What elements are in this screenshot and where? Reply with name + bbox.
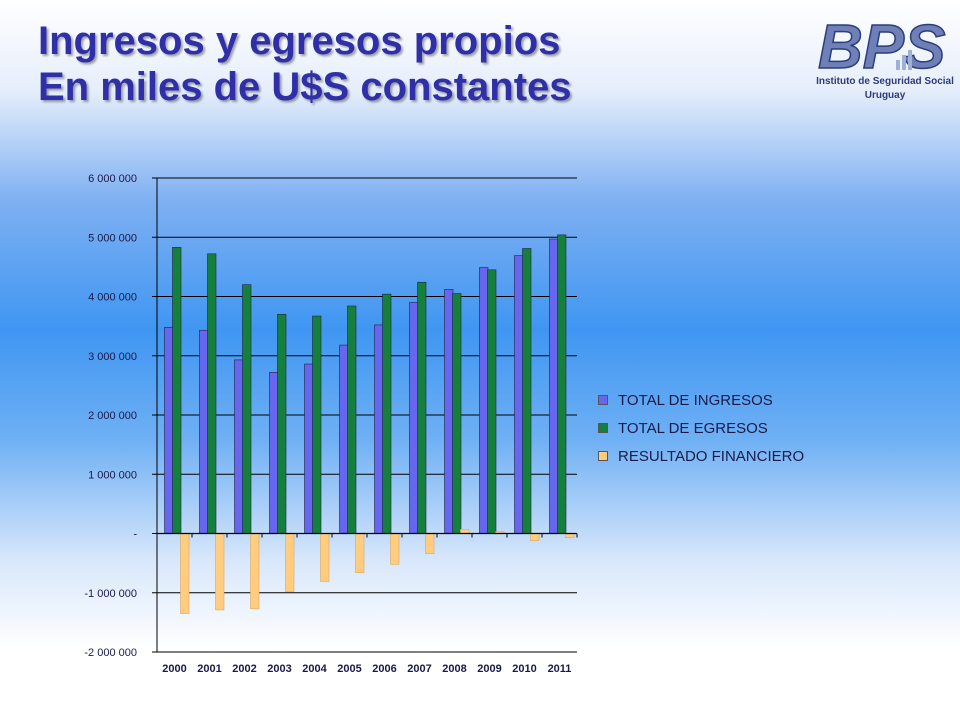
bar-total-de-ingresos xyxy=(339,344,349,534)
bar-total-de-ingresos xyxy=(164,327,174,534)
bar-total-de-egresos xyxy=(242,284,252,534)
legend-item: RESULTADO FINANCIERO xyxy=(598,442,804,470)
bar-total-de-egresos xyxy=(312,315,322,534)
x-tick-label: 2002 xyxy=(232,663,256,675)
bar-resultado-financiero xyxy=(355,533,365,573)
y-tick-label: 1 000 000 xyxy=(88,469,137,481)
legend-label: TOTAL DE INGRESOS xyxy=(618,391,773,409)
legend-item: TOTAL DE EGRESOS xyxy=(598,414,804,442)
x-tick-label: 2007 xyxy=(407,663,431,675)
bar-total-de-ingresos xyxy=(269,372,279,534)
bar-total-de-ingresos xyxy=(409,302,419,534)
y-tick-label: -2 000 000 xyxy=(84,647,137,659)
bar-resultado-financiero xyxy=(425,533,435,554)
bps-logo-bar xyxy=(896,60,900,70)
bps-logo-subtitle-2: Uruguay xyxy=(864,90,906,101)
bar-resultado-financiero xyxy=(285,533,295,592)
bar-resultado-financiero xyxy=(530,533,540,541)
x-tick-label: 2005 xyxy=(337,663,361,675)
x-tick-label: 2000 xyxy=(162,663,186,675)
bar-total-de-egresos xyxy=(417,281,427,534)
bar-total-de-egresos xyxy=(277,313,287,534)
bar-resultado-financiero xyxy=(250,533,260,610)
legend-swatch xyxy=(598,451,608,461)
x-tick-label: 2008 xyxy=(442,663,466,675)
legend-swatch xyxy=(598,395,608,405)
bps-logo-wordmark: BPS xyxy=(818,13,945,80)
bar-total-de-egresos xyxy=(172,247,182,534)
bar-total-de-ingresos xyxy=(514,255,524,534)
bar-resultado-financiero xyxy=(460,529,470,534)
y-tick-label: -1 000 000 xyxy=(84,588,137,600)
slide-title: Ingresos y egresos propios En miles de U… xyxy=(38,18,572,110)
bar-total-de-egresos xyxy=(452,293,462,534)
bar-total-de-ingresos xyxy=(234,359,244,534)
bar-resultado-financiero xyxy=(180,533,190,614)
bps-logo-bar xyxy=(902,55,906,70)
legend-label: TOTAL DE EGRESOS xyxy=(618,419,768,437)
bar-total-de-ingresos xyxy=(199,329,209,534)
bar-total-de-egresos xyxy=(522,248,532,534)
bar-total-de-egresos xyxy=(382,293,392,534)
y-tick-label: 4 000 000 xyxy=(88,292,137,304)
bar-total-de-egresos xyxy=(207,253,217,534)
bar-total-de-ingresos xyxy=(374,324,384,534)
y-tick-label: 6 000 000 xyxy=(88,173,137,185)
bar-resultado-financiero xyxy=(320,533,330,582)
x-tick-label: 2011 xyxy=(548,663,572,675)
slide-title-line1: Ingresos y egresos propios xyxy=(38,19,561,63)
x-tick-label: 2004 xyxy=(302,663,327,675)
y-tick-label: 2 000 000 xyxy=(88,410,137,422)
bar-total-de-egresos xyxy=(557,234,567,534)
y-tick-label: 3 000 000 xyxy=(88,351,137,363)
bar-total-de-ingresos xyxy=(304,363,314,534)
y-tick-label: 5 000 000 xyxy=(88,232,137,244)
bps-logo: BPS Instituto de Seguridad Social Urugua… xyxy=(810,10,960,110)
bps-logo-mark: BPS xyxy=(817,12,946,83)
x-tick-label: 2001 xyxy=(197,663,221,675)
legend-label: RESULTADO FINANCIERO xyxy=(618,447,805,465)
bar-total-de-ingresos xyxy=(444,289,454,534)
bar-total-de-ingresos xyxy=(479,267,489,534)
x-tick-label: 2003 xyxy=(267,663,291,675)
chart-legend: TOTAL DE INGRESOS TOTAL DE EGRESOS RESULTA… xyxy=(598,386,804,470)
bar-total-de-egresos xyxy=(347,305,357,534)
x-tick-label: 2006 xyxy=(372,663,396,675)
legend-item: TOTAL DE INGRESOS xyxy=(598,386,804,414)
slide-title-line2: En miles de U$S constantes xyxy=(38,65,572,109)
bps-logo-subtitle-1: Instituto de Seguridad Social xyxy=(816,76,954,87)
bar-total-de-egresos xyxy=(487,269,497,534)
bps-logo-bar xyxy=(908,50,912,70)
x-tick-label: 2010 xyxy=(512,663,536,675)
bar-resultado-financiero xyxy=(215,533,225,611)
bar-resultado-financiero xyxy=(390,533,400,565)
y-tick-label: - xyxy=(133,529,137,541)
bar-total-de-ingresos xyxy=(549,238,559,534)
legend-swatch xyxy=(598,423,608,433)
x-tick-label: 2009 xyxy=(477,663,501,675)
bar-resultado-financiero xyxy=(565,533,575,538)
